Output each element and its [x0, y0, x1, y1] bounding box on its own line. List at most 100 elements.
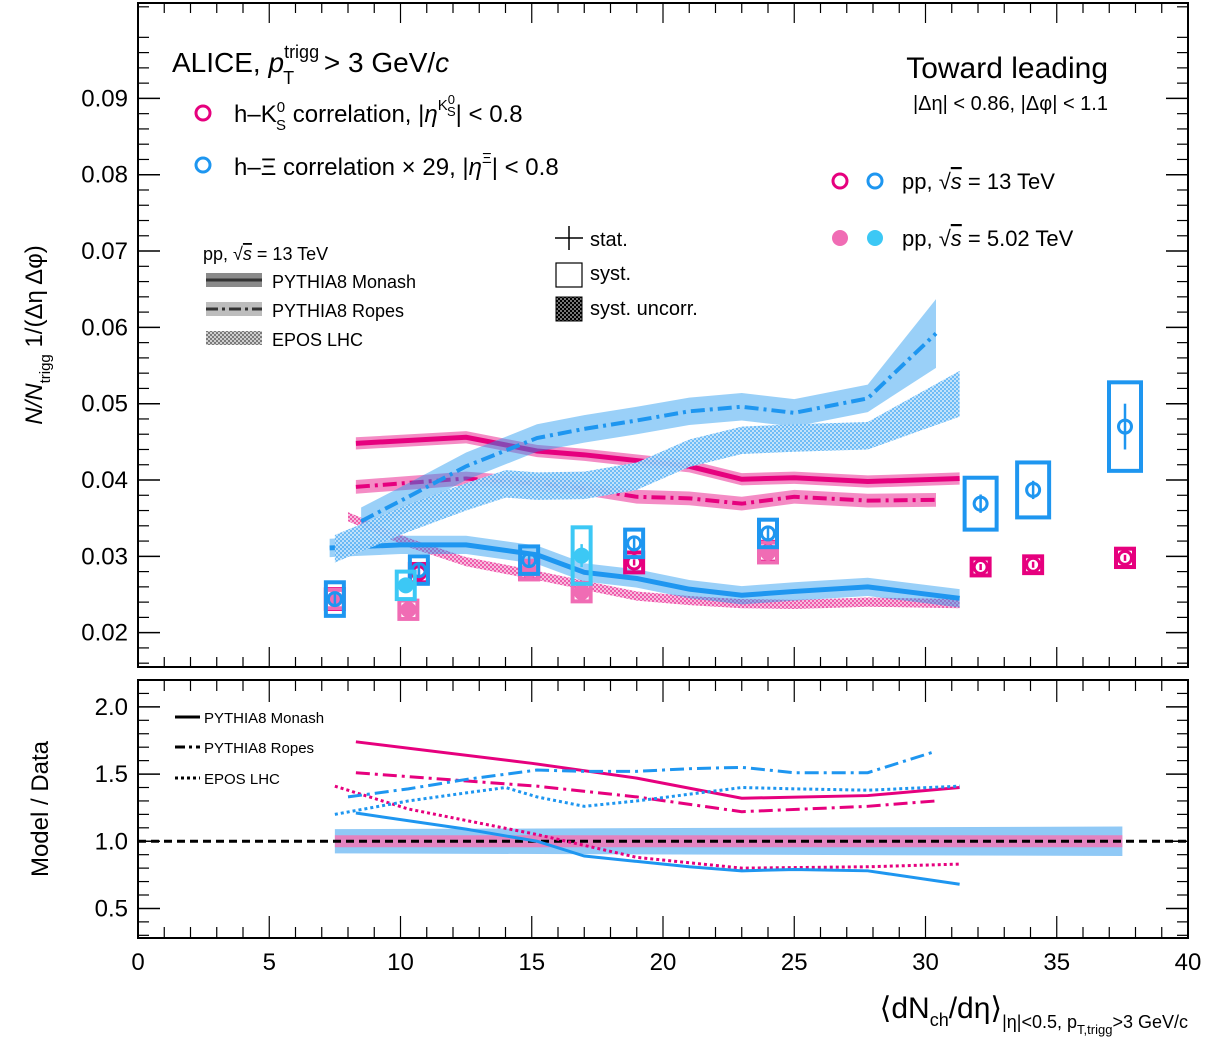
k0s_13-syst-box	[1114, 546, 1136, 570]
xi_13-syst-box	[518, 544, 541, 576]
legend-502tev-k0s-marker	[832, 230, 848, 246]
xi_epos-band	[334, 370, 960, 563]
k0s_monash-ratio-line	[355, 740, 960, 800]
y-tick-label: 0.09	[81, 85, 128, 112]
xi_13-point	[521, 552, 538, 569]
legend-epos-label: EPOS LHC	[272, 330, 363, 350]
xi_monash-line	[329, 542, 960, 601]
legend-xi-label: h–Ξ correlation × 29, |ηΞ| < 0.8	[234, 150, 559, 181]
legend-k0s-label: h–K0 S correlation, |ηK0 S| < 0.8	[234, 92, 523, 134]
x-tick-label: 0	[131, 949, 144, 976]
xi_13-point	[760, 525, 776, 542]
legend-stat-label: stat.	[590, 229, 628, 251]
legend-13tev-label: pp, √s = 13 TeV	[902, 169, 1055, 194]
k0s_502-point	[400, 601, 417, 618]
x-tick-label: 35	[1043, 949, 1070, 976]
xi_13-syst-box	[962, 475, 999, 532]
k0s_502-syst-box	[757, 540, 779, 565]
legend-syst-box	[555, 262, 583, 288]
top-data-points	[323, 380, 1143, 621]
legend-13tev-k0s-marker	[831, 172, 849, 190]
xi_13-syst-box	[1107, 380, 1143, 473]
legend-k0s-marker	[194, 104, 212, 122]
legend-syst-uncorr-label: syst. uncorr.	[590, 298, 698, 320]
x-axis-title: ⟨dNch/dη⟩|η|<0.5, pT,trigg>3 GeV/c	[880, 992, 1188, 1037]
x-tick-label: 15	[518, 949, 545, 976]
legend-ratio-ropes-label: PYTHIA8 Ropes	[204, 740, 314, 757]
y-axis-title-top: N/Ntrigg 1/(Δη Δφ)	[21, 245, 54, 425]
top-y-tick-labels: 0.02 0.03 0.04 0.05 0.06 0.07 0.08 0.09	[81, 85, 128, 646]
bottom-y-tick-labels: 0.5 1.0 1.5 2.0	[95, 694, 128, 923]
x-tick-labels: 0 5 10 15 20 25 30 35 40	[131, 949, 1201, 976]
xi_502-point	[397, 577, 414, 594]
bottom-axis-ticks	[137, 680, 1189, 938]
top-panel: 0.02 0.03 0.04 0.05 0.06 0.07 0.08 0.09 ALICE, …	[21, 2, 1189, 668]
ratio-y-tick-label: 2.0	[95, 694, 128, 721]
xi_13-point	[1025, 481, 1042, 498]
region-title: Toward leading	[906, 52, 1108, 85]
xi_13-syst-box	[1015, 460, 1052, 520]
xi_monash-ratio-line	[355, 811, 960, 886]
xi_502-point	[573, 547, 590, 564]
x-tick-label: 25	[781, 949, 808, 976]
k0s_epos-ratio-line	[334, 784, 960, 870]
x-tick-label: 20	[650, 949, 677, 976]
legend-syst-uncorr-box	[555, 296, 583, 322]
xi_13-syst-box	[623, 527, 646, 560]
window-cuts: |Δη| < 0.86, |Δφ| < 1.1	[913, 93, 1108, 115]
y-tick-label: 0.04	[81, 467, 128, 494]
legend-energy: pp, √s = 13 TeV pp, √s = 5.02 TeV	[831, 169, 1074, 251]
legend-syst-label: syst.	[590, 263, 631, 285]
bottom-ratio-curves	[334, 740, 960, 886]
ratio-y-tick-label: 1.5	[95, 761, 128, 788]
xi_ropes-ratio-line	[347, 749, 937, 799]
legend-models-header: pp, √s = 13 TeV	[203, 244, 328, 264]
ratio-y-tick-label: 1.0	[95, 828, 128, 855]
x-tick-label: 40	[1175, 949, 1202, 976]
y-axis-title-bottom: Model / Data	[27, 740, 54, 877]
xi_ropes-line	[360, 332, 938, 524]
legend-13tev-xi-marker	[866, 172, 884, 190]
k0s_13-point	[1117, 549, 1133, 566]
xi_13-point	[972, 495, 989, 512]
bottom-panel: 0.5 1.0 1.5 2.0 0 5 10 15 20 25 30 35 40 PYTHIA8 Mo…	[27, 679, 1201, 1037]
xi_13-point	[1117, 418, 1133, 435]
legend-models: pp, √s = 13 TeV PYTHIA8 Monash PYTHIA8 R…	[203, 244, 416, 350]
y-tick-label: 0.06	[81, 314, 128, 341]
y-tick-label: 0.03	[81, 543, 128, 570]
k0s_13-point	[972, 559, 989, 576]
y-tick-label: 0.08	[81, 162, 128, 189]
y-tick-label: 0.05	[81, 391, 128, 418]
x-tick-label: 30	[912, 949, 939, 976]
xi_13-point	[626, 535, 643, 552]
k0s_ropes-ratio-line	[355, 771, 937, 814]
legend-epos-band	[206, 331, 262, 345]
x-tick-label: 5	[263, 949, 276, 976]
header-collab: ALICE, ptrigg T > 3 GeV/c	[172, 42, 449, 88]
xi_502-syst-box	[570, 525, 593, 586]
ratio-y-tick-label: 0.5	[95, 895, 128, 922]
k0s_13-syst-box	[623, 550, 646, 575]
legend-monash-label: PYTHIA8 Monash	[272, 272, 416, 292]
xi_13-point	[326, 591, 343, 608]
y-tick-label: 0.07	[81, 238, 128, 265]
xi_13-syst-box	[757, 517, 779, 550]
legend-xi-marker	[194, 156, 212, 174]
legend-502tev-xi-marker	[867, 230, 883, 246]
k0s_502-point	[573, 584, 590, 601]
xi_epos-ratio-line	[334, 784, 960, 816]
k0s_13-syst-box	[1022, 554, 1045, 576]
legend-ratio: PYTHIA8 Monash PYTHIA8 Ropes EPOS LHC	[175, 710, 324, 788]
legend-502tev-label: pp, √s = 5.02 TeV	[902, 226, 1074, 251]
x-tick-label: 10	[387, 949, 414, 976]
legend-ropes-label: PYTHIA8 Ropes	[272, 301, 404, 321]
k0s_13-syst-box	[969, 556, 992, 578]
top-axis-ticks	[137, 3, 1189, 667]
bottom-data-bands	[138, 826, 1188, 857]
k0s_13-point	[1025, 556, 1042, 573]
y-tick-label: 0.02	[81, 620, 128, 647]
xi_502-syst-box	[394, 569, 417, 602]
xi_13-syst-box	[323, 580, 346, 618]
k0s_epos-band	[348, 512, 960, 609]
